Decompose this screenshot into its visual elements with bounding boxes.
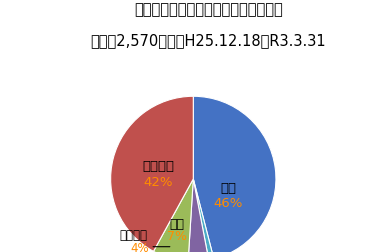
Text: 普通: 普通 (169, 218, 184, 231)
Text: 回答数2,570件期間H25.12.18～R3.3.31: 回答数2,570件期間H25.12.18～R3.3.31 (91, 33, 326, 48)
Text: 満足: 満足 (220, 182, 236, 195)
Wedge shape (193, 179, 214, 252)
Wedge shape (188, 179, 209, 252)
Wedge shape (193, 96, 276, 252)
Text: 満足度（講習会後アンケートの集計）: 満足度（講習会後アンケートの集計） (134, 3, 283, 18)
Text: ほぼ満足: ほぼ満足 (143, 160, 175, 173)
Text: やや不満: やや不満 (119, 229, 147, 242)
Text: 4%: 4% (130, 242, 149, 252)
Text: 46%: 46% (213, 197, 243, 210)
Text: 7%: 7% (167, 230, 187, 243)
Wedge shape (153, 179, 193, 252)
Text: 42%: 42% (144, 176, 173, 189)
Wedge shape (111, 96, 193, 251)
